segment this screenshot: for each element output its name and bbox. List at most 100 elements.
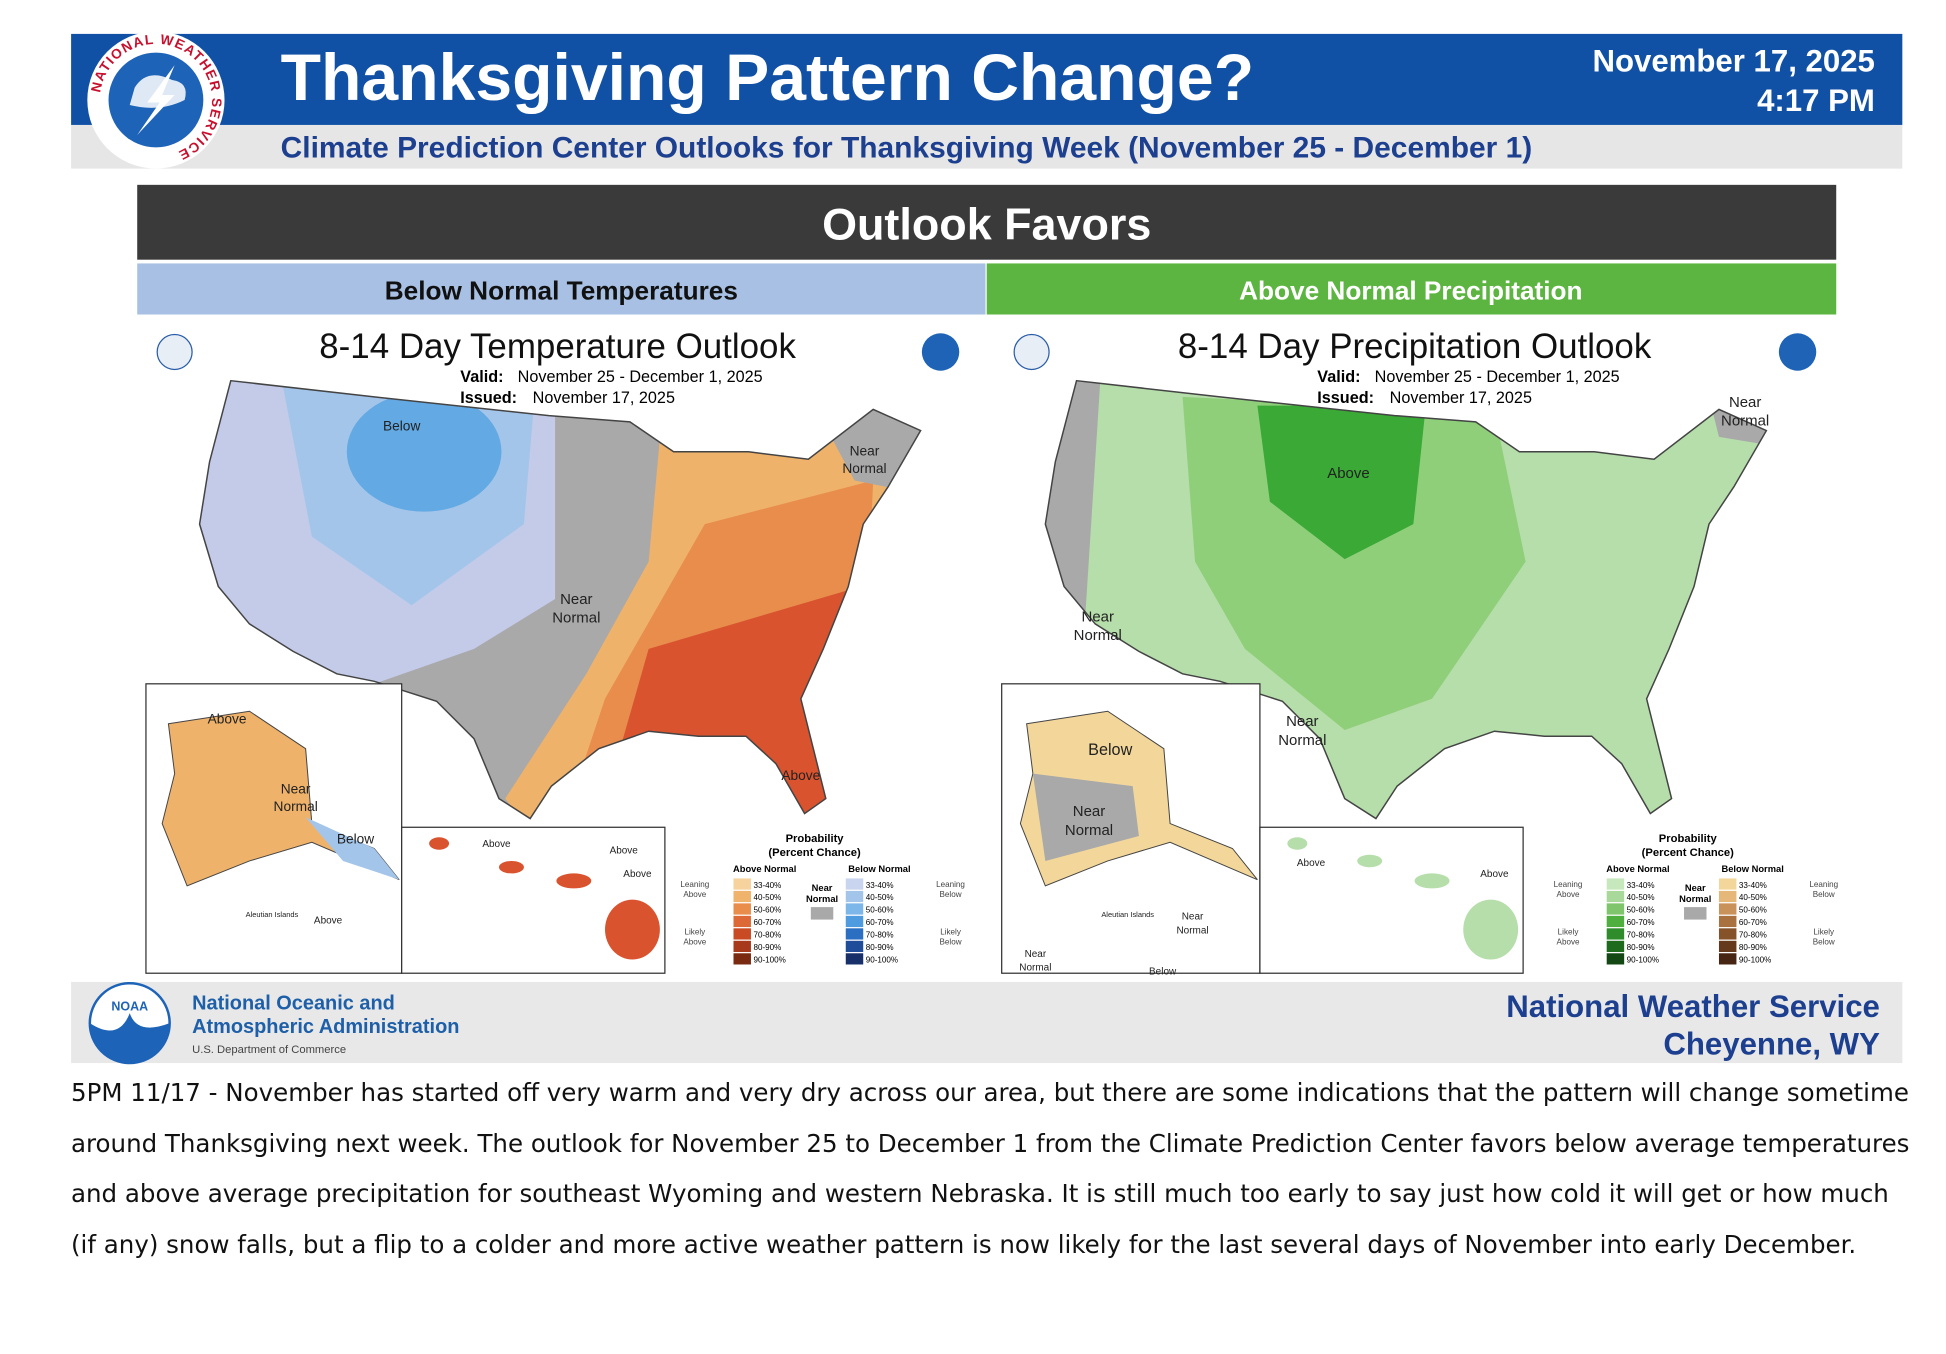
legend-range: 70-80%: [753, 931, 781, 940]
legend-range: 60-70%: [753, 918, 781, 927]
region-label: Normal: [842, 461, 886, 476]
temp-label-bar: [137, 263, 986, 315]
graphic: NATIONAL WEATHER SERVICE Thanksgiving Pa…: [71, 31, 1903, 1065]
map-title: 8-14 Day Temperature Outlook: [319, 327, 796, 366]
valid-text: November 25 - December 1, 2025: [518, 368, 763, 386]
noaa-logo-text: NOAA: [111, 1000, 148, 1014]
legend-note: Likely: [684, 928, 706, 937]
legend-swatch: [1718, 903, 1737, 915]
banner: [137, 184, 1837, 260]
legend-note: Above: [683, 938, 706, 947]
legend-range: 70-80%: [1627, 931, 1655, 940]
region-label: Near: [1182, 912, 1204, 923]
legend-note: Below: [940, 938, 962, 947]
legend-swatch: [845, 890, 864, 903]
legend-swatch: [1606, 878, 1625, 890]
legend-near: Normal: [1679, 894, 1711, 904]
valid-text: November 25 - December 1, 2025: [1375, 368, 1620, 386]
legend-swatch: [845, 953, 864, 965]
legend-range: 90-100%: [1627, 956, 1659, 965]
region-label: Normal: [1019, 963, 1051, 974]
subtitle-band: [71, 124, 1903, 169]
legend-note: Above: [1557, 890, 1580, 899]
legend-swatch: [733, 940, 751, 953]
legend-range: 40-50%: [866, 893, 894, 902]
region-label: Above: [314, 915, 343, 926]
legend-swatch: [733, 903, 751, 915]
legend-swatch: [1606, 903, 1625, 915]
region-label: Near: [1025, 949, 1047, 960]
legend-swatch: [1718, 878, 1737, 890]
office: National Weather Service: [1506, 989, 1880, 1024]
legend-note: Likely: [1813, 928, 1835, 937]
valid-label: Valid:: [460, 368, 503, 386]
legend-note: Above: [1557, 938, 1580, 947]
legend-note: Leaning: [1554, 880, 1583, 889]
region-label: Normal: [1176, 925, 1208, 936]
office: Cheyenne, WY: [1663, 1026, 1880, 1061]
issued-label: Issued:: [1317, 389, 1374, 407]
legend-note: Leaning: [1809, 880, 1838, 889]
legend-swatch: [733, 890, 751, 903]
region-label: Near: [560, 591, 592, 608]
legend-range: 80-90%: [866, 943, 894, 952]
region-label: Below: [383, 419, 420, 434]
legend-swatch: [733, 915, 751, 928]
region-label: Normal: [552, 610, 600, 627]
legend-title: Probability: [786, 833, 845, 845]
issued-text: November 17, 2025: [533, 389, 675, 407]
region-label: Below: [1149, 966, 1177, 977]
legend-range: 90-100%: [1739, 956, 1771, 965]
department: U.S. Department of Commerce: [192, 1044, 346, 1056]
date: November 17, 2025: [1592, 43, 1874, 78]
legend-range: 60-70%: [1627, 918, 1655, 927]
region-label: Near: [1082, 608, 1114, 625]
legend-title: (Percent Chance): [1642, 847, 1735, 859]
legend-swatch: [733, 878, 751, 890]
region-label: Above: [208, 712, 247, 727]
region-label: Near: [1073, 803, 1105, 820]
region-label: Above: [610, 845, 639, 856]
region-label: Above: [482, 839, 511, 850]
legend-swatch: [733, 928, 751, 940]
legend-heading: Above Normal: [733, 864, 796, 874]
noaa-logo-wave: [89, 1013, 170, 1064]
issued-text: November 17, 2025: [1390, 389, 1532, 407]
legend-swatch: [1718, 940, 1737, 953]
agency: Atmospheric Administration: [192, 1016, 459, 1038]
legend-note: Likely: [940, 928, 962, 937]
legend-range: 90-100%: [866, 956, 898, 965]
legend-title: (Percent Chance): [768, 847, 861, 859]
legend-swatch: [810, 907, 834, 920]
legend-swatch: [1606, 953, 1625, 965]
banner-text: Outlook Favors: [822, 199, 1151, 250]
precip-label-bar: [986, 263, 1837, 315]
legend-swatch: [1718, 890, 1737, 903]
region-label: Near: [1729, 394, 1761, 411]
legend-range: 33-40%: [866, 881, 894, 890]
legend-heading: Above Normal: [1606, 864, 1669, 874]
panel-label: Below Normal Temperatures: [385, 276, 738, 306]
region-label: Normal: [1074, 627, 1122, 644]
nws-logo-bolt: [137, 65, 175, 135]
legend-range: 80-90%: [753, 943, 781, 952]
legend-range: 50-60%: [1739, 906, 1767, 915]
legend-range: 33-40%: [1739, 881, 1767, 890]
region-label: Normal: [1278, 732, 1326, 749]
legend-near: Near: [812, 883, 833, 893]
header-band: [71, 33, 1903, 125]
region-label: Above: [1327, 465, 1369, 482]
legend-swatch: [1606, 940, 1625, 953]
time: 4:17 PM: [1757, 83, 1875, 118]
legend-swatch: [1606, 928, 1625, 940]
legend-range: 90-100%: [753, 956, 785, 965]
legend-swatch: [1718, 915, 1737, 928]
region-label: Above: [781, 768, 820, 783]
legend-heading: Below Normal: [848, 864, 910, 874]
region-label: Near: [281, 782, 311, 797]
legend-range: 33-40%: [1627, 881, 1655, 890]
region-label: Below: [337, 831, 374, 846]
legend-range: 40-50%: [1627, 893, 1655, 902]
legend-swatch: [845, 940, 864, 953]
